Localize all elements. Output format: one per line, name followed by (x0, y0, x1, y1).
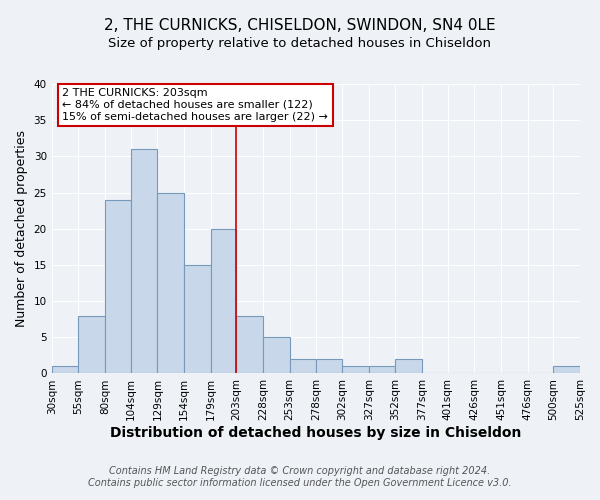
Bar (290, 359, 316, 374)
Text: 2 THE CURNICKS: 203sqm
← 84% of detached houses are smaller (122)
15% of semi-de: 2 THE CURNICKS: 203sqm ← 84% of detached… (62, 88, 328, 122)
Bar (157, 192, 184, 374)
Text: Contains HM Land Registry data © Crown copyright and database right 2024.
Contai: Contains HM Land Registry data © Crown c… (88, 466, 512, 487)
Bar (316, 359, 342, 374)
Bar (342, 366, 368, 374)
Bar (236, 316, 263, 374)
Bar (553, 366, 580, 374)
Bar (368, 366, 395, 374)
Bar (52, 366, 79, 374)
X-axis label: Distribution of detached houses by size in Chiseldon: Distribution of detached houses by size … (110, 426, 521, 440)
Bar (184, 265, 211, 374)
Text: Size of property relative to detached houses in Chiseldon: Size of property relative to detached ho… (109, 38, 491, 51)
Bar (131, 149, 157, 374)
Y-axis label: Number of detached properties: Number of detached properties (15, 130, 28, 327)
Bar (105, 200, 131, 374)
Bar (395, 359, 422, 374)
Text: 2, THE CURNICKS, CHISELDON, SWINDON, SN4 0LE: 2, THE CURNICKS, CHISELDON, SWINDON, SN4… (104, 18, 496, 32)
Bar (263, 338, 290, 374)
Bar (79, 316, 105, 374)
Bar (211, 228, 236, 374)
